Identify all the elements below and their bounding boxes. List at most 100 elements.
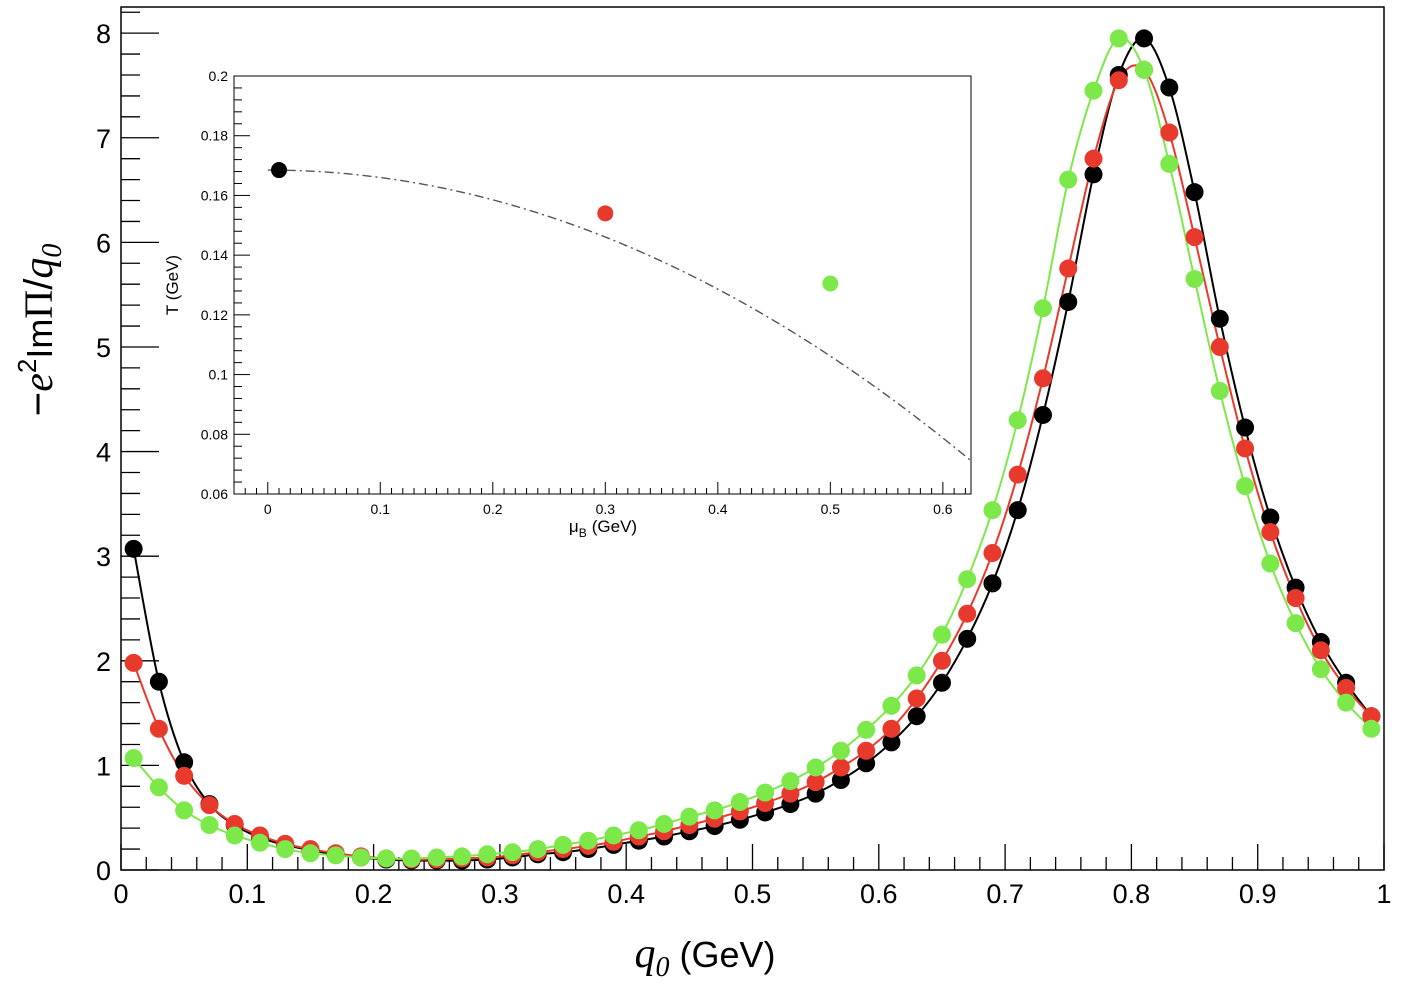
x-tick-label: 0.2 [355,879,393,909]
data-point [1160,123,1179,142]
data-point [1286,614,1305,633]
data-point [377,849,396,868]
inset-data-point [822,275,839,292]
inset-y-axis-title: T (GeV) [163,255,182,315]
x-axis-title: q0 (GeV) [634,931,775,983]
data-point [1261,508,1280,527]
data-point [983,501,1002,520]
y-tick-label: 5 [96,333,111,363]
data-point [806,758,825,777]
x-tick-label: 0.7 [986,879,1024,909]
data-point [1337,693,1356,712]
data-point [478,845,497,864]
data-point [932,651,951,670]
x-tick-label: 1 [1376,879,1391,909]
data-point [857,741,876,760]
data-point [781,772,800,791]
data-point [1059,259,1078,278]
data-point [326,846,345,865]
data-point [1311,660,1330,679]
x-tick-label: 0.1 [229,879,267,909]
data-point [1210,381,1229,400]
data-point [1286,589,1305,608]
data-point [1135,60,1154,79]
data-point [831,741,850,760]
data-point [857,754,876,773]
data-point [528,840,547,859]
x-tick-label: 0.6 [860,879,898,909]
inset-data-point [597,205,614,222]
data-point [705,801,724,820]
data-point [806,773,825,792]
inset-series-group [267,162,972,462]
data-point [250,833,269,852]
data-point [1084,149,1103,168]
data-point [124,653,143,672]
y-tick-label: 0 [96,856,111,886]
data-point [427,848,446,867]
data-point [554,835,573,854]
data-point [1109,29,1128,48]
data-point [1210,309,1229,328]
data-point [604,826,623,845]
data-point [1008,501,1027,520]
data-point [200,816,219,835]
data-point [351,848,370,867]
data-point [1311,641,1330,660]
data-point [983,574,1002,593]
data-point [1261,523,1280,542]
inset-x-tick-label: 0 [264,501,272,517]
data-point [1059,292,1078,311]
x-tick-label: 0.8 [1113,879,1151,909]
data-point [1185,269,1204,288]
inset-x-tick-label: 0.1 [371,501,391,517]
data-point [907,666,926,685]
data-point [831,758,850,777]
data-point [1236,477,1255,496]
data-point [655,814,674,833]
data-point [1135,29,1154,48]
data-point [1185,183,1204,202]
data-point [1261,554,1280,573]
inset-y-tick-label: 0.14 [201,247,228,263]
x-tick-label: 0.4 [607,879,645,909]
x-tick-label: 0.9 [1239,879,1277,909]
inset-y-tick-label: 0.12 [201,307,228,323]
data-point [149,719,168,738]
main-series-group [124,29,1381,870]
data-point [1337,678,1356,697]
data-point [756,783,775,802]
data-point [1210,337,1229,356]
data-point [882,719,901,738]
data-point [149,672,168,691]
data-point [579,831,598,850]
data-point [175,753,194,772]
data-point [932,673,951,692]
data-point [1160,78,1179,97]
inset-y-tick-label: 0.08 [201,426,228,442]
data-point [1033,299,1052,318]
data-point [958,629,977,648]
data-point [124,749,143,768]
inset-y-tick-label: 0.06 [201,486,228,502]
inset-y-tick-label: 0.1 [209,367,229,383]
data-point [1185,228,1204,247]
inset-plot-frame [233,75,972,495]
inset-freezeout-curve [267,169,972,462]
y-axis-title: −e2ImΠ/q0 [12,244,68,417]
data-point [680,807,699,826]
data-point [1008,411,1027,430]
data-point [1059,170,1078,189]
data-point [1236,439,1255,458]
data-point [175,766,194,785]
data-point [781,784,800,803]
data-point [958,570,977,589]
data-point [1109,71,1128,90]
x-tick-label: 0.5 [734,879,772,909]
data-point [857,720,876,739]
inset-axes: 0 0.1 0.2 0.3 0.4 0.5 0.6 0.06 0.08 0.1 0.12 0.14 0.… [201,68,966,517]
data-point [983,544,1002,563]
inset-y-tick-label: 0.18 [201,128,228,144]
data-point [1084,165,1103,184]
data-point [1033,405,1052,424]
